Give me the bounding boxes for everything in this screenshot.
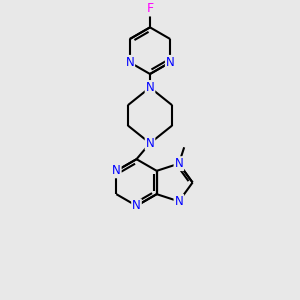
Text: N: N xyxy=(175,157,183,170)
Text: N: N xyxy=(166,56,175,69)
Text: N: N xyxy=(112,164,121,177)
Text: N: N xyxy=(146,137,154,150)
Text: F: F xyxy=(146,2,154,15)
Text: N: N xyxy=(175,195,183,208)
Text: N: N xyxy=(125,56,134,69)
Text: N: N xyxy=(146,81,154,94)
Text: N: N xyxy=(132,199,141,212)
